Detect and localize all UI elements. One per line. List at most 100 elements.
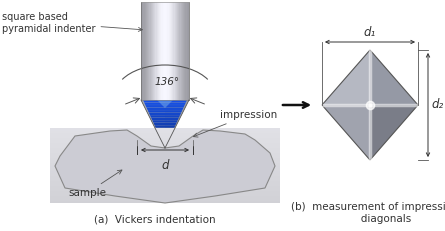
Polygon shape <box>176 2 177 100</box>
Polygon shape <box>50 140 280 143</box>
Polygon shape <box>186 2 188 100</box>
Polygon shape <box>50 148 280 151</box>
Polygon shape <box>150 2 152 100</box>
Text: d: d <box>161 159 169 172</box>
Polygon shape <box>50 151 280 153</box>
Polygon shape <box>184 2 186 100</box>
Polygon shape <box>157 2 158 100</box>
Polygon shape <box>50 155 280 158</box>
Polygon shape <box>50 161 280 163</box>
Text: (b)  measurement of impression
       diagonals: (b) measurement of impression diagonals <box>291 202 445 224</box>
Polygon shape <box>156 128 174 130</box>
Text: d₁: d₁ <box>364 26 376 39</box>
Polygon shape <box>164 2 165 100</box>
Polygon shape <box>163 143 167 145</box>
Polygon shape <box>50 158 280 161</box>
Polygon shape <box>50 143 280 146</box>
Polygon shape <box>370 105 418 160</box>
Polygon shape <box>162 140 169 143</box>
Polygon shape <box>188 2 189 100</box>
Polygon shape <box>146 108 183 110</box>
Polygon shape <box>50 176 280 178</box>
Polygon shape <box>160 2 162 100</box>
Polygon shape <box>141 2 142 100</box>
Polygon shape <box>50 163 280 165</box>
Polygon shape <box>157 100 173 108</box>
Polygon shape <box>50 165 280 168</box>
Polygon shape <box>178 2 179 100</box>
Polygon shape <box>50 131 280 133</box>
Polygon shape <box>159 135 171 138</box>
Polygon shape <box>50 180 280 183</box>
Polygon shape <box>50 198 280 201</box>
Text: square based
pyramidal indenter: square based pyramidal indenter <box>2 12 142 33</box>
Polygon shape <box>164 148 166 150</box>
Polygon shape <box>162 2 164 100</box>
Polygon shape <box>50 191 280 193</box>
Polygon shape <box>50 128 280 131</box>
Polygon shape <box>50 138 280 140</box>
Polygon shape <box>50 185 280 188</box>
Polygon shape <box>147 2 148 100</box>
Polygon shape <box>170 2 171 100</box>
Polygon shape <box>142 2 143 100</box>
Text: (a)  Vickers indentation: (a) Vickers indentation <box>94 214 216 224</box>
Polygon shape <box>50 178 280 180</box>
Polygon shape <box>159 2 160 100</box>
Polygon shape <box>179 2 181 100</box>
Polygon shape <box>177 2 178 100</box>
Polygon shape <box>50 133 280 136</box>
Polygon shape <box>165 2 166 100</box>
Polygon shape <box>143 100 187 102</box>
Polygon shape <box>155 2 157 100</box>
Polygon shape <box>164 146 166 148</box>
Polygon shape <box>169 2 170 100</box>
Text: 136°: 136° <box>154 77 180 87</box>
Polygon shape <box>322 105 370 160</box>
Polygon shape <box>158 2 159 100</box>
Text: impression: impression <box>194 110 277 137</box>
Polygon shape <box>158 133 172 135</box>
Polygon shape <box>171 2 172 100</box>
Polygon shape <box>146 105 185 107</box>
Polygon shape <box>143 2 145 100</box>
Polygon shape <box>148 2 150 100</box>
Polygon shape <box>50 146 280 148</box>
Polygon shape <box>183 2 184 100</box>
Polygon shape <box>50 183 280 185</box>
Polygon shape <box>50 193 280 195</box>
Polygon shape <box>50 195 280 198</box>
Polygon shape <box>172 2 174 100</box>
Polygon shape <box>154 123 177 125</box>
Polygon shape <box>50 188 280 191</box>
Polygon shape <box>153 2 154 100</box>
Polygon shape <box>151 118 179 120</box>
Polygon shape <box>322 50 370 105</box>
Polygon shape <box>148 110 182 112</box>
Polygon shape <box>141 100 165 148</box>
Polygon shape <box>154 2 155 100</box>
Polygon shape <box>166 2 167 100</box>
Polygon shape <box>150 115 180 118</box>
Polygon shape <box>370 50 418 105</box>
Polygon shape <box>165 100 189 148</box>
Polygon shape <box>160 138 170 140</box>
Polygon shape <box>182 2 183 100</box>
Polygon shape <box>152 2 153 100</box>
Polygon shape <box>157 130 173 133</box>
Text: sample: sample <box>68 170 122 198</box>
Polygon shape <box>181 2 182 100</box>
Polygon shape <box>152 120 178 123</box>
Polygon shape <box>145 2 146 100</box>
Polygon shape <box>50 136 280 138</box>
Polygon shape <box>154 125 175 128</box>
Polygon shape <box>55 130 275 203</box>
Text: d₂: d₂ <box>431 98 443 112</box>
Polygon shape <box>50 201 280 203</box>
Polygon shape <box>167 2 169 100</box>
Polygon shape <box>50 173 280 176</box>
Polygon shape <box>174 2 176 100</box>
Polygon shape <box>50 170 280 173</box>
Polygon shape <box>50 168 280 170</box>
Polygon shape <box>146 2 147 100</box>
